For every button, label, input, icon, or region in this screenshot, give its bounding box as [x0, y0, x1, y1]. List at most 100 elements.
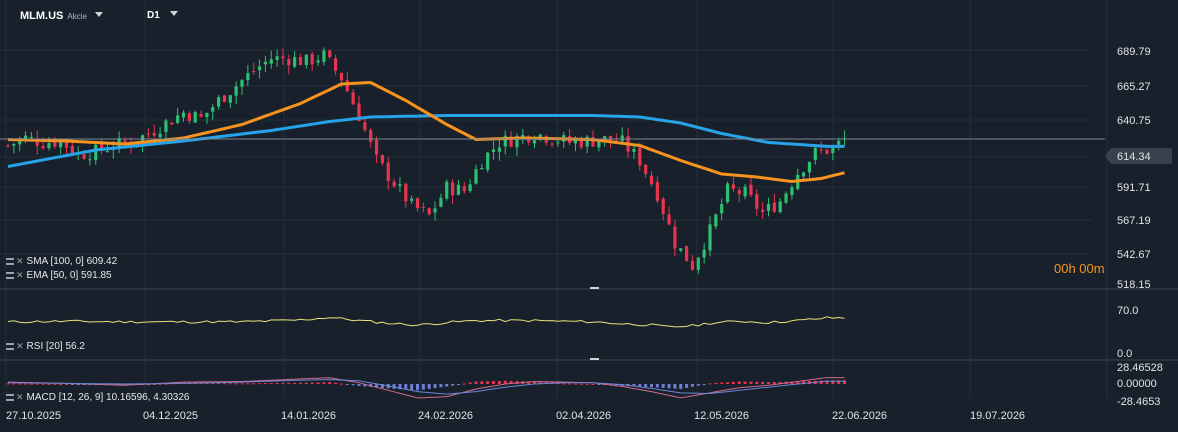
rsi-legend[interactable]: ✕ RSI [20] 56.2: [6, 341, 85, 352]
settings-icon[interactable]: [6, 272, 14, 279]
sma-label: SMA [100, 0] 609.42: [26, 256, 118, 267]
candle-body: [421, 207, 425, 209]
close-icon[interactable]: ✕: [16, 256, 24, 266]
macd-histogram-bar: [76, 384, 80, 385]
candle-body: [23, 135, 28, 142]
candle-body: [778, 201, 782, 213]
macd-histogram-bar: [731, 381, 735, 384]
macd-histogram-bar: [158, 383, 162, 385]
macd-histogram-bar: [690, 384, 694, 387]
candle-body: [29, 136, 33, 138]
candle-body: [47, 143, 51, 148]
macd-histogram-bar: [281, 382, 285, 384]
candle-body: [234, 86, 238, 96]
macd-histogram-bar: [825, 380, 829, 384]
candle-timer: 00h 00m: [1054, 261, 1105, 276]
macd-histogram-bar: [837, 380, 841, 384]
macd-histogram-bar: [6, 383, 10, 385]
timeframe-selector[interactable]: D1: [147, 10, 178, 21]
macd-histogram-bar: [568, 383, 572, 385]
candle-body: [772, 202, 776, 212]
macd-histogram-bar: [527, 381, 531, 384]
candle-body: [310, 53, 314, 65]
close-icon[interactable]: ✕: [16, 341, 24, 351]
candle-body: [205, 112, 209, 118]
ema-label: EMA [50, 0] 591.85: [26, 270, 112, 281]
macd-histogram-bar: [345, 384, 349, 385]
candle-body: [456, 184, 461, 195]
ema-line: [7, 80, 845, 184]
candle-body: [837, 140, 841, 145]
candle-body: [445, 181, 449, 199]
date-tick-label: 22.06.2026: [832, 410, 887, 422]
macd-histogram-bar: [392, 384, 396, 389]
macd-histogram-bar: [843, 380, 847, 384]
macd-histogram-bar: [18, 383, 22, 385]
candle-body: [497, 147, 501, 152]
timeframe-label: D1: [147, 10, 160, 21]
moving-averages: [0, 80, 1105, 184]
macd-histogram-bar: [632, 384, 636, 387]
candle-body: [193, 112, 197, 123]
price-tick-label: 518.15: [1117, 279, 1151, 291]
candle-body: [749, 184, 753, 196]
candle-body: [480, 167, 484, 170]
candle-body: [696, 257, 700, 270]
last-price-marker: [1105, 148, 1172, 164]
macd-histogram-bar: [263, 383, 267, 385]
close-icon[interactable]: ✕: [16, 392, 24, 402]
price-tick-label: 689.79: [1117, 46, 1151, 58]
macd-histogram-bar: [363, 384, 367, 387]
macd-histogram-bar: [650, 384, 653, 388]
chevron-down-icon: [94, 12, 103, 17]
candle-body: [491, 149, 496, 152]
symbol-selector[interactable]: MLM.US Akcie: [20, 10, 103, 22]
macd-histogram-bar: [357, 384, 361, 386]
candle-body: [784, 193, 788, 203]
candle-body: [187, 113, 191, 122]
sma-legend[interactable]: ✕ SMA [100, 0] 609.42: [6, 256, 117, 267]
close-icon[interactable]: ✕: [16, 270, 24, 280]
panel-resize-handle: [590, 358, 599, 360]
candle-body: [573, 140, 578, 144]
macd-histogram-bar: [585, 383, 589, 385]
candle-body: [70, 145, 74, 154]
macd-panel: [6, 377, 847, 399]
macd-histogram-bar: [538, 381, 542, 384]
candle-body: [12, 143, 16, 146]
candle-body: [281, 56, 285, 59]
candle-body: [82, 154, 86, 159]
macd-histogram-bar: [152, 384, 156, 385]
settings-icon[interactable]: [6, 343, 14, 350]
candle-body: [269, 59, 273, 64]
macd-histogram-bar: [246, 383, 250, 385]
ema-legend[interactable]: ✕ EMA [50, 0] 591.85: [6, 270, 112, 281]
candle-body: [351, 92, 355, 105]
candle-body: [228, 95, 232, 103]
candle-body: [158, 133, 162, 138]
settings-icon[interactable]: [6, 394, 14, 401]
macd-histogram-bar: [579, 383, 583, 385]
candle-body: [380, 155, 384, 164]
date-tick-label: 24.02.2026: [418, 410, 473, 422]
macd-histogram-bar: [65, 384, 68, 385]
candle-body: [6, 145, 10, 147]
date-tick-label: 19.07.2026: [970, 410, 1025, 422]
date-tick-label: 02.04.2026: [556, 410, 611, 422]
candle-body: [807, 162, 812, 173]
settings-icon[interactable]: [6, 258, 14, 265]
rsi-tick-label: 70.0: [1117, 305, 1138, 317]
candle-body: [304, 54, 308, 65]
macd-histogram-bar: [217, 383, 221, 385]
macd-histogram-bar: [433, 384, 437, 389]
candle-body: [357, 103, 361, 122]
candle-body: [88, 159, 92, 161]
macd-histogram-bar: [380, 384, 384, 388]
macd-histogram-bar: [439, 384, 443, 388]
macd-legend[interactable]: ✕ MACD [12, 26, 9] 10.16596, 4.30326: [6, 392, 189, 403]
candle-body: [252, 70, 256, 72]
macd-histogram-bar: [474, 381, 478, 384]
candle-body: [100, 143, 104, 151]
macd-histogram-bar: [404, 384, 408, 390]
